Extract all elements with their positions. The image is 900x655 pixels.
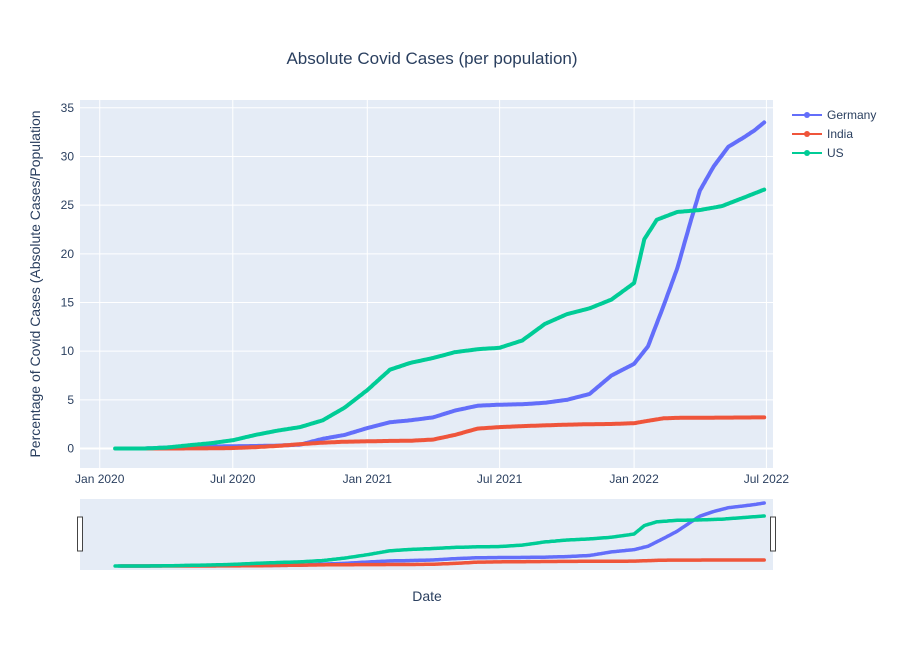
- x-tick-label: Jul 2022: [744, 472, 790, 486]
- range-slider[interactable]: [80, 499, 773, 570]
- x-tick-label: Jul 2021: [477, 472, 523, 486]
- slider-line-us: [113, 514, 766, 568]
- y-tick-label: 20: [61, 247, 75, 261]
- series-line-india[interactable]: [118, 415, 767, 451]
- y-tick-label: 10: [61, 344, 75, 358]
- x-tick-label: Jan 2020: [75, 472, 125, 486]
- legend-label: Germany: [827, 108, 876, 122]
- legend-label: US: [827, 146, 844, 160]
- y-tick-label: 25: [61, 198, 75, 212]
- x-tick-label: Jan 2022: [609, 472, 659, 486]
- y-axis-ticks: 0 5 10 15 20 25 30 35: [61, 101, 75, 456]
- y-tick-label: 15: [61, 295, 75, 309]
- y-tick-label: 30: [61, 149, 75, 163]
- series-line-us[interactable]: [113, 187, 767, 451]
- legend-swatch-marker: [804, 150, 810, 156]
- x-tick-label: Jan 2021: [343, 472, 393, 486]
- y-axis-title: Percentage of Covid Cases (Absolute Case…: [27, 110, 43, 457]
- x-axis-ticks: Jan 2020 Jul 2020 Jan 2021 Jul 2021 Jan 2022…: [75, 472, 789, 486]
- series-lines[interactable]: [113, 120, 767, 451]
- legend-item-india[interactable]: India: [792, 127, 853, 141]
- legend-item-germany[interactable]: Germany: [792, 108, 876, 122]
- y-tick-label: 5: [67, 393, 74, 407]
- range-slider-lines: [113, 501, 766, 568]
- y-tick-label: 0: [67, 442, 74, 456]
- range-slider-right-handle[interactable]: [770, 516, 776, 552]
- range-slider-left-handle[interactable]: [77, 516, 83, 552]
- x-axis-title: Date: [412, 588, 442, 604]
- legend-label: India: [827, 127, 853, 141]
- x-tick-label: Jul 2020: [210, 472, 256, 486]
- legend-swatch-marker: [804, 112, 810, 118]
- plot-area: [80, 100, 773, 468]
- legend-swatch-marker: [804, 131, 810, 137]
- chart-title: Absolute Covid Cases (per population): [286, 49, 577, 68]
- y-gridlines: [80, 107, 773, 450]
- y-tick-label: 35: [61, 101, 75, 115]
- legend[interactable]: Germany India US: [792, 108, 876, 160]
- legend-item-us[interactable]: US: [792, 146, 844, 160]
